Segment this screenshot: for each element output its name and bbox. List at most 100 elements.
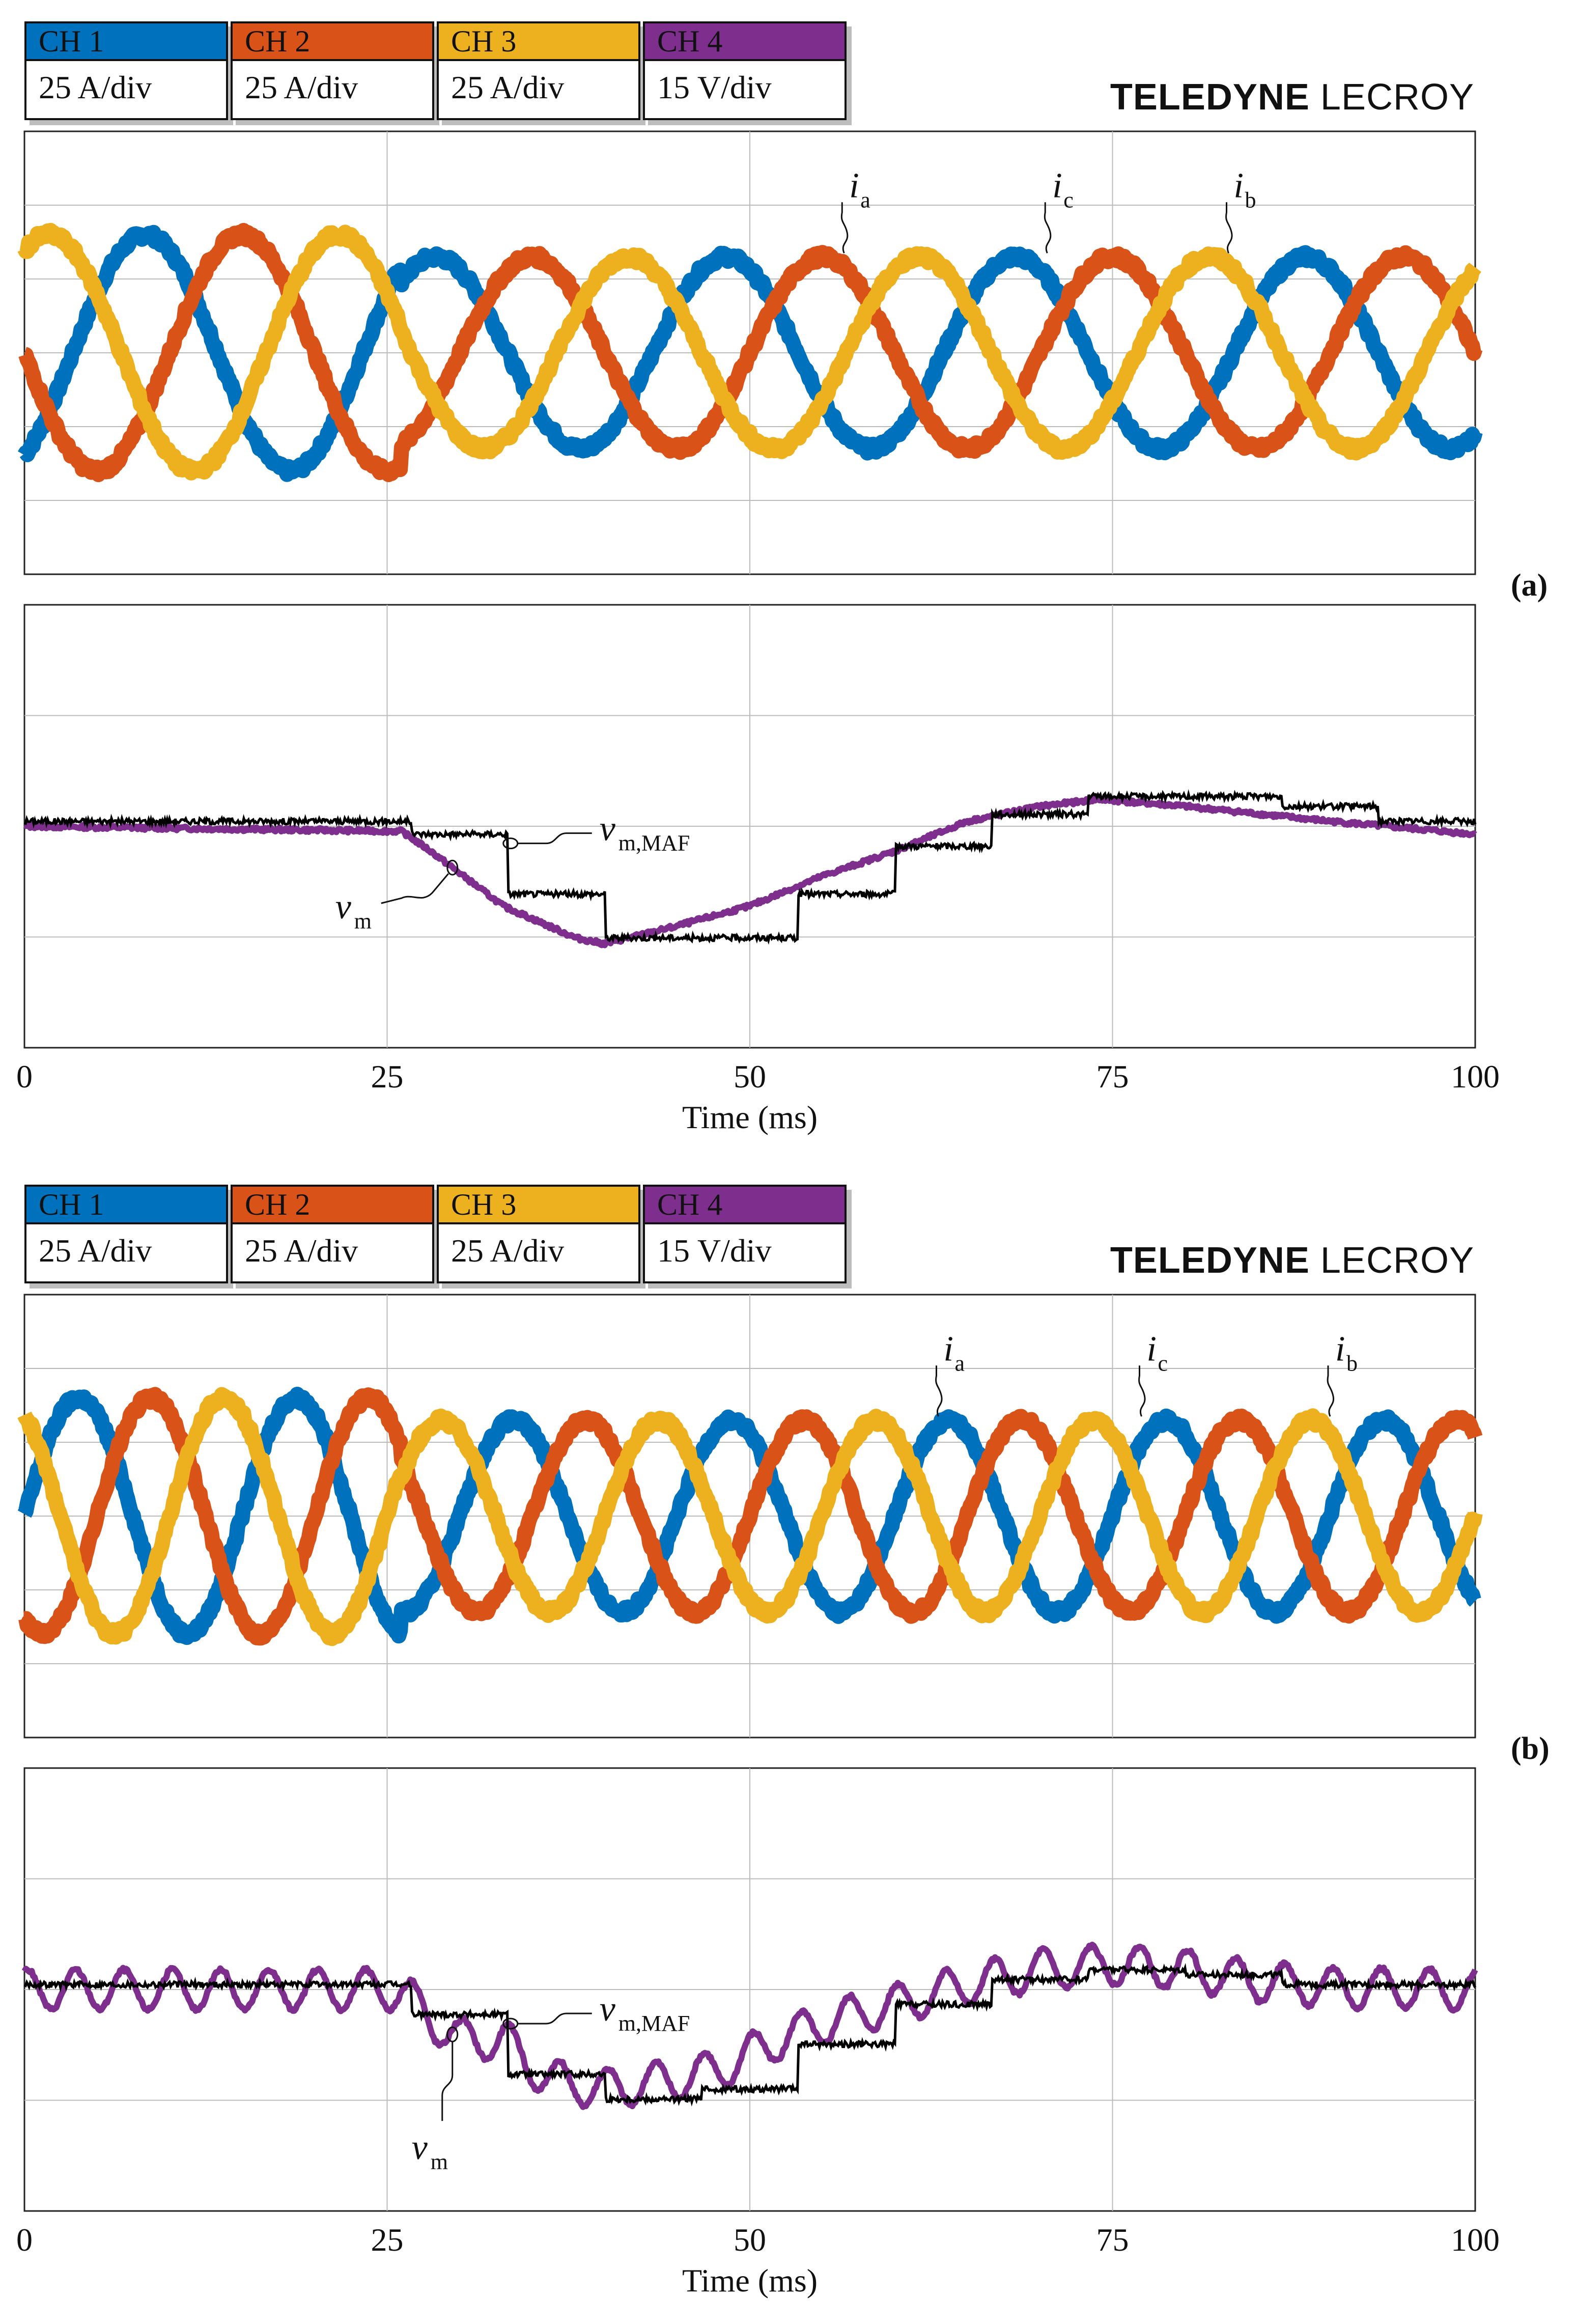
legend-ch1-name: CH 1 bbox=[26, 23, 226, 61]
vm-maf-sub: m,MAF bbox=[618, 2011, 690, 2036]
current-trace-ic bbox=[17, 222, 1482, 481]
x-tick-label: 75 bbox=[1096, 1058, 1129, 1095]
annotation-leader bbox=[1225, 202, 1233, 254]
legend-ch2-scale: 25 A/div bbox=[245, 1233, 358, 1269]
legend-ch4-scale: 15 V/div bbox=[657, 1233, 772, 1269]
x-tick-label: 0 bbox=[16, 2222, 33, 2258]
vm-maf-label: v bbox=[600, 1990, 616, 2029]
figure-b: CH 1 25 A/div CH 2 25 A/div CH 3 25 A/di… bbox=[0, 1163, 1576, 2324]
legend-ch4: CH 4 15 V/div bbox=[643, 21, 847, 120]
legend-ch2-name: CH 2 bbox=[233, 1187, 432, 1224]
brand-logo: TELEDYNE LECROY bbox=[1110, 1240, 1474, 1281]
vm-sub: m bbox=[431, 2149, 448, 2174]
brand-light: LECROY bbox=[1320, 77, 1474, 118]
annotation-vm-maf: v m,MAF bbox=[502, 1990, 690, 2036]
legend-ch4-name: CH 4 bbox=[645, 1187, 845, 1224]
legend-ch3: CH 3 25 A/div bbox=[437, 1185, 640, 1283]
annotation-label: i bbox=[944, 1329, 953, 1368]
legend-ch3-name: CH 3 bbox=[439, 23, 638, 61]
annotation-marker bbox=[446, 859, 459, 876]
x-tick-label: 25 bbox=[371, 2222, 404, 2258]
x-tick-label: 50 bbox=[734, 1058, 766, 1095]
current-trace-ia bbox=[18, 225, 1483, 482]
annotation-label: i bbox=[849, 166, 859, 205]
annotation-leader bbox=[1327, 1365, 1335, 1417]
legend-ch1: CH 1 25 A/div bbox=[24, 21, 228, 120]
current-trace-ia bbox=[17, 1386, 1482, 1645]
panel-label-a: (a) bbox=[1511, 568, 1548, 603]
x-axis-label: Time (ms) bbox=[682, 2262, 818, 2299]
legend-ch4: CH 4 15 V/div bbox=[643, 1185, 847, 1283]
x-tick-label: 25 bbox=[371, 1058, 404, 1095]
annotation-leader bbox=[381, 873, 449, 904]
annotation-leader bbox=[517, 2012, 592, 2025]
legend-ch1: CH 1 25 A/div bbox=[24, 1185, 228, 1283]
annotation-label: i bbox=[1052, 166, 1062, 205]
legend-ch3-scale: 25 A/div bbox=[451, 69, 565, 105]
annotation-leader bbox=[840, 202, 849, 254]
x-tick-label: 75 bbox=[1096, 2222, 1129, 2258]
legend-ch2: CH 2 25 A/div bbox=[231, 21, 434, 120]
x-tick-label: 50 bbox=[734, 2222, 766, 2258]
annotation-vm-maf: v m,MAF bbox=[502, 809, 690, 856]
current-trace-ib bbox=[18, 222, 1483, 483]
x-axis-label: Time (ms) bbox=[682, 1099, 818, 1135]
annotation-label: i bbox=[1335, 1329, 1345, 1368]
annotation-leader bbox=[935, 1365, 943, 1417]
legend-ch3-name: CH 3 bbox=[439, 1187, 638, 1224]
vm-sub: m bbox=[354, 909, 372, 934]
annotation-leader bbox=[1044, 202, 1052, 254]
brand-logo: TELEDYNE LECROY bbox=[1110, 76, 1474, 118]
annotation-sub: a bbox=[860, 187, 870, 212]
annotation-leader bbox=[1138, 1365, 1146, 1417]
annotation-sub: c bbox=[1158, 1351, 1168, 1376]
annotation-marker bbox=[446, 2026, 459, 2042]
current-trace-ib bbox=[18, 1387, 1483, 1646]
legend-ch1-scale: 25 A/div bbox=[39, 69, 152, 105]
x-tick-label: 100 bbox=[1451, 1058, 1500, 1095]
legend-ch1-scale: 25 A/div bbox=[39, 1233, 152, 1269]
brand-light: LECROY bbox=[1320, 1240, 1474, 1281]
legend-ch3-scale: 25 A/div bbox=[451, 1233, 565, 1269]
annotation-sub: c bbox=[1063, 187, 1074, 212]
annotation-label: i bbox=[1234, 166, 1244, 205]
vm-maf-label: v bbox=[600, 809, 616, 849]
panel-label-b: (b) bbox=[1511, 1731, 1550, 1766]
legend-ch3: CH 3 25 A/div bbox=[437, 21, 640, 120]
annotation-sub: a bbox=[955, 1351, 965, 1376]
annotation-leader bbox=[441, 2041, 454, 2121]
vm-maf-sub: m,MAF bbox=[618, 831, 690, 856]
voltage-trace-vm bbox=[21, 1942, 1478, 2110]
current-trace-ic bbox=[17, 1387, 1483, 1646]
x-tick-label: 0 bbox=[16, 1058, 33, 1095]
figure-a: CH 1 25 A/div CH 2 25 A/div CH 3 25 A/di… bbox=[0, 0, 1576, 1161]
legend-ch4-scale: 15 V/div bbox=[657, 69, 772, 105]
legend-ch1-name: CH 1 bbox=[26, 1187, 226, 1224]
legend-ch2-scale: 25 A/div bbox=[245, 69, 358, 105]
voltage-trace-vm bbox=[22, 795, 1477, 948]
annotation-leader bbox=[517, 832, 592, 845]
brand-bold: TELEDYNE bbox=[1110, 1240, 1310, 1281]
annotation-sub: b bbox=[1245, 187, 1256, 212]
brand-bold: TELEDYNE bbox=[1110, 77, 1310, 118]
legend-ch4-name: CH 4 bbox=[645, 23, 845, 61]
voltage-trace-vm-maf bbox=[23, 789, 1477, 945]
annotation-sub: b bbox=[1346, 1351, 1358, 1376]
vm-label: v bbox=[335, 887, 352, 927]
legend-ch2: CH 2 25 A/div bbox=[231, 1185, 434, 1283]
annotation-label: i bbox=[1147, 1329, 1157, 1368]
legend-ch2-name: CH 2 bbox=[233, 23, 432, 61]
voltage-trace-vm-maf bbox=[23, 1963, 1477, 2107]
x-tick-label: 100 bbox=[1451, 2222, 1500, 2258]
vm-label: v bbox=[412, 2128, 428, 2167]
